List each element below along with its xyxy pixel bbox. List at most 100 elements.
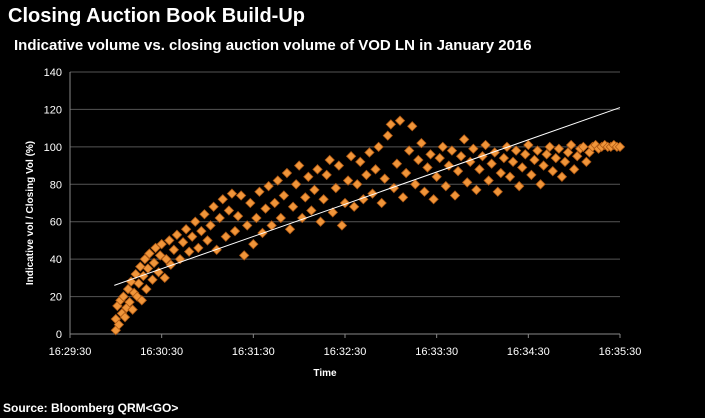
data-point bbox=[529, 154, 540, 166]
data-point bbox=[385, 119, 396, 130]
data-point bbox=[245, 197, 256, 209]
data-point bbox=[437, 141, 448, 153]
data-point bbox=[196, 225, 207, 237]
data-point bbox=[373, 141, 384, 153]
data-point bbox=[161, 253, 172, 265]
data-point bbox=[352, 179, 363, 190]
data-point bbox=[523, 139, 534, 151]
data-point bbox=[452, 166, 464, 177]
data-point bbox=[118, 291, 129, 302]
data-point bbox=[144, 248, 155, 259]
data-point bbox=[431, 171, 442, 182]
data-point bbox=[318, 194, 329, 205]
data-point bbox=[367, 188, 378, 199]
x-axis-label: Time bbox=[313, 368, 337, 379]
data-point bbox=[150, 242, 161, 254]
data-point bbox=[327, 207, 338, 218]
data-point bbox=[556, 171, 568, 182]
data-point bbox=[159, 272, 170, 284]
data-point bbox=[154, 250, 166, 261]
data-point bbox=[480, 139, 491, 151]
data-point bbox=[443, 160, 455, 171]
data-point bbox=[232, 210, 244, 222]
y-axis-label: Indicative vol / Closing Vol (%) bbox=[25, 141, 36, 285]
data-point bbox=[321, 169, 332, 181]
data-point bbox=[526, 169, 537, 181]
data-point bbox=[177, 237, 189, 248]
y-tick-label: 100 bbox=[44, 142, 62, 154]
data-point bbox=[565, 139, 577, 151]
data-point bbox=[281, 167, 293, 179]
data-point bbox=[242, 220, 253, 231]
data-point bbox=[122, 283, 134, 295]
data-point bbox=[251, 212, 262, 224]
data-point bbox=[459, 134, 470, 145]
data-point bbox=[361, 169, 372, 181]
y-tick-label: 0 bbox=[56, 329, 62, 341]
data-point bbox=[510, 145, 522, 156]
data-point bbox=[425, 149, 436, 160]
chart-subtitle: Indicative volume vs. closing auction vo… bbox=[14, 37, 532, 54]
data-point bbox=[342, 175, 354, 186]
data-point bbox=[404, 145, 415, 156]
data-points bbox=[110, 115, 626, 336]
data-point bbox=[294, 160, 305, 171]
data-point bbox=[290, 179, 302, 190]
data-point bbox=[272, 175, 283, 186]
data-point bbox=[336, 220, 348, 231]
data-point bbox=[165, 259, 176, 270]
x-tick-label: 16:31:30 bbox=[232, 346, 275, 358]
data-point bbox=[220, 231, 231, 242]
data-point bbox=[309, 184, 320, 196]
data-point bbox=[559, 156, 571, 167]
data-point bbox=[278, 190, 290, 201]
data-point bbox=[581, 156, 592, 167]
data-point bbox=[471, 184, 482, 196]
data-point bbox=[214, 212, 225, 224]
data-point bbox=[260, 203, 271, 214]
source-note: Source: Bloomberg QRM<GO> bbox=[3, 401, 179, 415]
data-point bbox=[202, 235, 213, 246]
data-point bbox=[130, 268, 141, 280]
data-point bbox=[287, 201, 299, 212]
data-point bbox=[208, 201, 219, 212]
data-point bbox=[474, 164, 485, 175]
data-point bbox=[578, 141, 589, 153]
data-point bbox=[413, 154, 424, 166]
data-point bbox=[562, 147, 574, 158]
chart-title: Closing Auction Book Build-Up bbox=[8, 5, 306, 27]
data-point bbox=[550, 152, 561, 164]
data-point bbox=[306, 205, 317, 216]
data-point bbox=[164, 235, 175, 246]
data-point bbox=[416, 137, 427, 149]
data-point bbox=[440, 180, 451, 192]
data-point bbox=[391, 158, 403, 169]
data-point bbox=[538, 160, 549, 171]
data-point bbox=[330, 182, 341, 194]
x-tick-label: 16:34:30 bbox=[507, 346, 550, 358]
x-tick-label: 16:30:30 bbox=[140, 346, 183, 358]
data-point bbox=[498, 152, 510, 164]
data-point bbox=[333, 160, 345, 171]
data-point bbox=[544, 141, 555, 153]
data-point bbox=[541, 149, 552, 160]
data-point bbox=[553, 143, 565, 154]
data-point bbox=[139, 253, 151, 265]
y-tick-label: 20 bbox=[50, 292, 62, 304]
data-point bbox=[113, 319, 125, 330]
data-point bbox=[397, 192, 409, 203]
data-point bbox=[455, 151, 467, 162]
data-point bbox=[434, 152, 445, 164]
data-point bbox=[468, 143, 479, 154]
y-tick-label: 40 bbox=[50, 254, 62, 266]
data-point bbox=[190, 216, 201, 227]
data-point bbox=[229, 225, 241, 237]
scatter-chart: 0 20 40 60 80 100 120 140 16:29:30 16:30:30 16:31… bbox=[25, 67, 642, 379]
data-point bbox=[312, 164, 323, 175]
x-tick-label: 16:35:30 bbox=[599, 346, 642, 358]
y-tick-label: 60 bbox=[50, 217, 62, 229]
data-point bbox=[303, 171, 314, 182]
data-point bbox=[517, 162, 528, 173]
data-point bbox=[400, 167, 412, 179]
data-point bbox=[168, 244, 180, 255]
